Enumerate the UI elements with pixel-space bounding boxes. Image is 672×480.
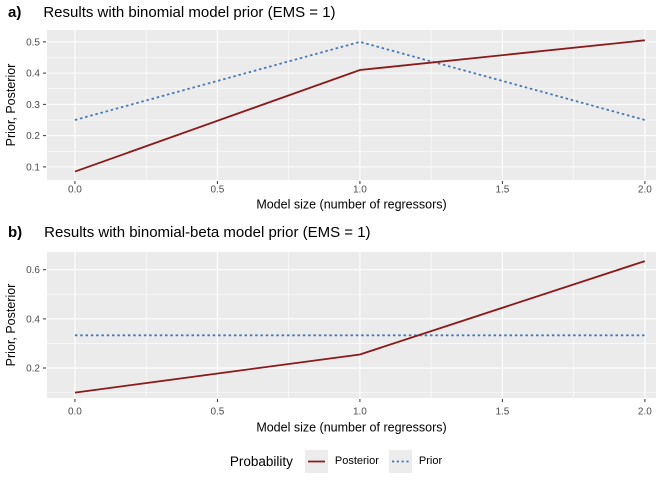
prior-line-key-icon [388,449,412,473]
y-axis-title: Prior, Posterior [4,64,18,147]
y-tick-label: 0.5 [26,37,40,48]
y-tick-label: 0.6 [26,265,40,276]
x-tick-label: 0.0 [68,185,82,196]
panel-b-title: b) Results with binomial-beta model prio… [8,224,371,241]
y-tick-label: 0.3 [26,100,40,111]
y-tick-label: 0.4 [26,314,40,325]
panel-background [47,30,656,180]
panel-a-label: a) [8,4,22,21]
x-axis-title: Model size (number of regressors) [256,198,446,212]
legend-label-posterior: Posterior [334,455,379,467]
legend-title: Probability [229,453,293,469]
x-tick-label: 2.0 [638,407,652,418]
x-tick-label: 1.0 [353,185,367,196]
panel-a-title: a) Results with binomial model prior (EM… [8,4,336,21]
panel-b-label: b) [8,224,23,241]
x-tick-label: 1.0 [353,407,367,418]
x-tick-label: 1.5 [495,185,509,196]
y-tick-label: 0.4 [26,69,40,80]
posterior-line-key-icon [304,449,328,473]
y-axis-title: Prior, Posterior [4,284,18,367]
legend-label-prior: Prior [418,455,443,467]
x-tick-label: 0.0 [68,407,82,418]
panel-a-title-text: Results with binomial model prior (EMS =… [43,4,336,21]
panel-b-plot: 0.0 0.5 1.0 1.5 2.0 0.2 0.4 0.6 Model size (numb… [4,252,656,435]
series-line-posterior [74,39,645,173]
panel-a-plot: 0.0 0.5 1.0 1.5 2.0 0.1 0.2 0.3 0.4 0.5 Model size… [4,30,656,212]
panel-background [47,252,656,398]
y-tick-label: 0.2 [26,364,40,375]
x-tick-label: 2.0 [638,185,652,196]
x-tick-label: 0.5 [210,185,224,196]
legend: Probability Posterior Prior [0,444,672,478]
y-tick-label: 0.2 [26,131,40,142]
x-axis-title: Model size (number of regressors) [256,421,446,435]
y-tick-label: 0.1 [26,162,40,173]
legend-item-prior: Prior [388,449,443,473]
series-line-posterior [74,260,646,394]
x-tick-label: 0.5 [210,407,224,418]
panel-b-title-text: Results with binomial-beta model prior (… [44,224,371,241]
legend-item-posterior: Posterior [304,449,379,473]
x-tick-label: 1.5 [495,407,509,418]
